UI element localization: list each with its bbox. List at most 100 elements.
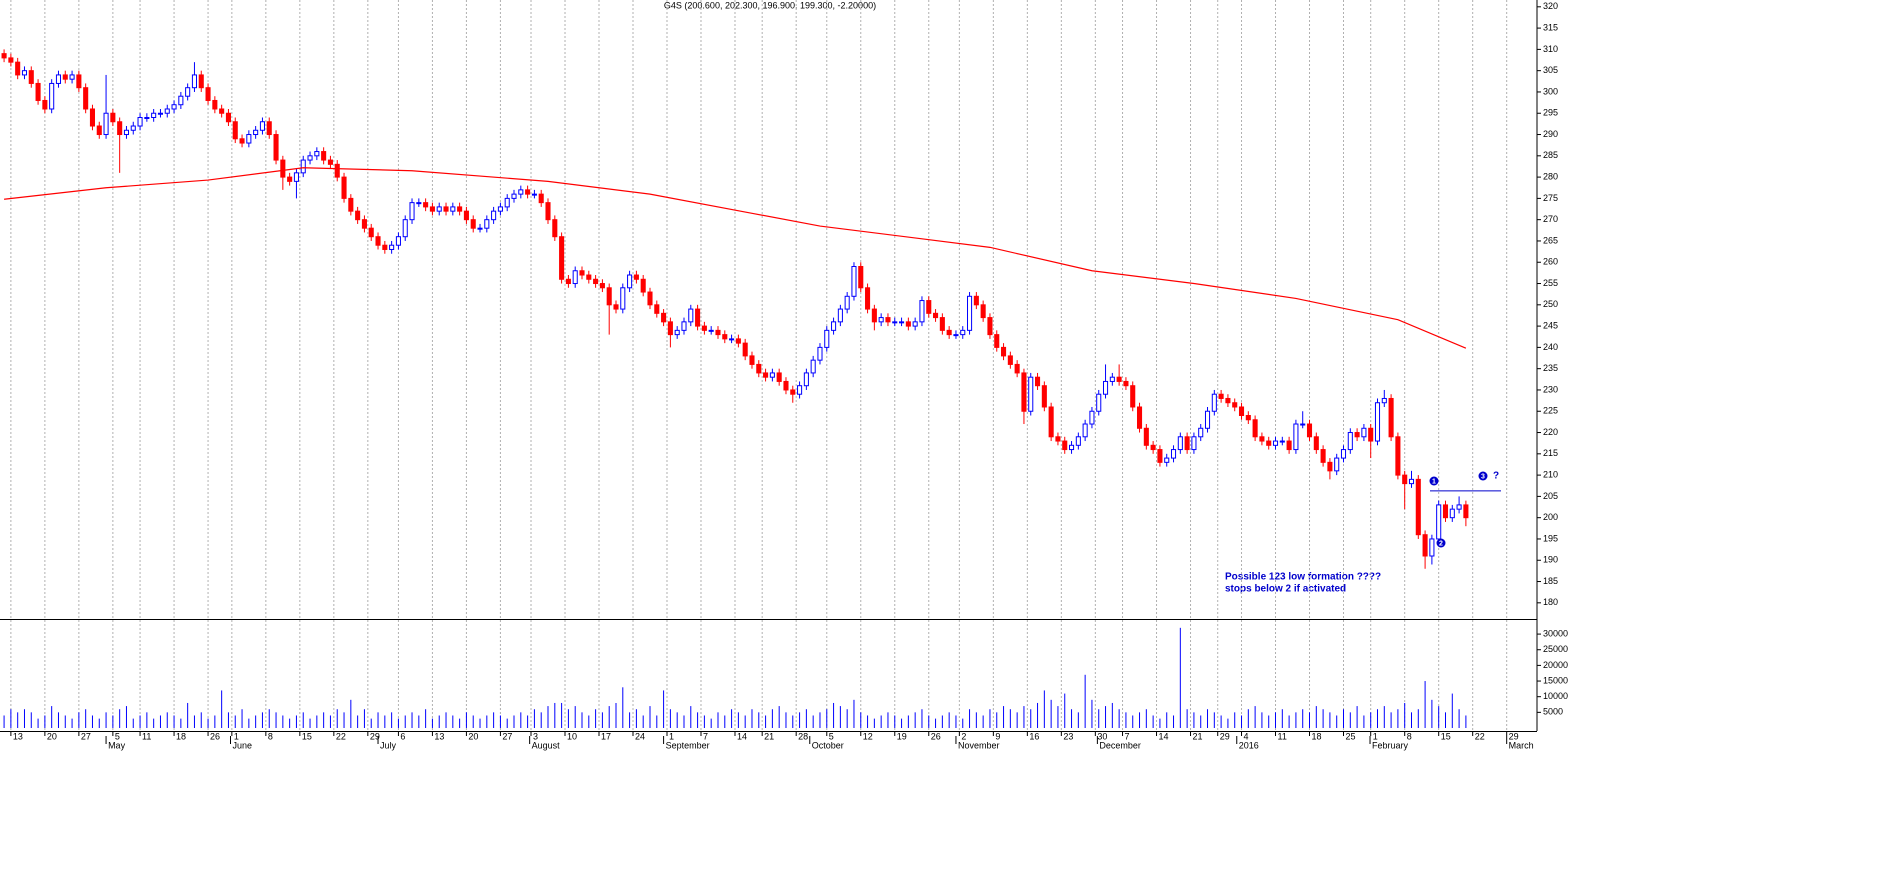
candle-body bbox=[858, 266, 864, 289]
candle-body bbox=[1225, 397, 1231, 404]
candle-body bbox=[287, 176, 293, 182]
candle-body bbox=[423, 202, 429, 208]
x-tick-label: 29 bbox=[1509, 731, 1519, 741]
candle-body bbox=[185, 87, 191, 97]
candle-body bbox=[960, 329, 966, 336]
candle-body bbox=[742, 342, 748, 357]
candle-body bbox=[321, 151, 327, 161]
x-tick-label: 24 bbox=[635, 731, 645, 741]
x-tick-label: 14 bbox=[1159, 731, 1169, 741]
candle-body bbox=[1429, 538, 1435, 557]
candle-body bbox=[667, 321, 673, 336]
candle-body bbox=[1272, 440, 1279, 446]
x-tick-label: 22 bbox=[1475, 731, 1485, 741]
candle-body bbox=[701, 325, 707, 331]
candle-body bbox=[953, 334, 959, 337]
candle-body bbox=[613, 304, 619, 310]
candle-body bbox=[341, 176, 347, 199]
candle-body bbox=[1374, 402, 1381, 442]
x-tick-label: 18 bbox=[176, 731, 186, 741]
candle-body bbox=[912, 321, 918, 327]
y-tick-label: 310 bbox=[1543, 44, 1558, 54]
candle-body bbox=[55, 74, 62, 84]
y-tick-label: 210 bbox=[1543, 469, 1558, 479]
candle-body bbox=[1204, 410, 1211, 429]
y-tick-label: 205 bbox=[1543, 491, 1558, 501]
x-tick-label: 18 bbox=[1312, 731, 1322, 741]
candle-body bbox=[89, 108, 96, 127]
y2-tick-label: 20000 bbox=[1543, 660, 1568, 670]
candle-body bbox=[620, 287, 626, 310]
candle-body bbox=[1116, 376, 1122, 382]
candle-body bbox=[844, 295, 850, 310]
candle-body bbox=[1286, 440, 1292, 451]
candle-body bbox=[110, 112, 116, 123]
candle-body bbox=[1170, 449, 1177, 459]
candle-body bbox=[1191, 436, 1197, 451]
candle-body bbox=[1293, 423, 1299, 451]
candle-body bbox=[130, 125, 136, 131]
x-tick-label: 8 bbox=[1407, 731, 1412, 741]
candle-body bbox=[1238, 406, 1245, 417]
candle-body bbox=[1354, 432, 1360, 438]
candle-body bbox=[899, 321, 905, 324]
candle-body bbox=[511, 193, 517, 199]
question-mark: ? bbox=[1493, 471, 1499, 482]
y2-tick-label: 25000 bbox=[1543, 644, 1568, 654]
candle-body bbox=[1062, 440, 1068, 451]
candle-body bbox=[627, 274, 633, 289]
candle-body bbox=[878, 317, 884, 323]
candle-body bbox=[35, 82, 41, 101]
candle-body bbox=[232, 121, 238, 140]
candle-body bbox=[1300, 423, 1306, 426]
x-tick-label: 13 bbox=[434, 731, 444, 741]
candle-body bbox=[69, 74, 75, 80]
x-tick-label: 27 bbox=[81, 731, 91, 741]
point-label: 3 bbox=[1481, 473, 1485, 480]
candle-body bbox=[1245, 415, 1251, 421]
candle-body bbox=[198, 74, 204, 89]
candle-body bbox=[1136, 406, 1143, 429]
candle-body bbox=[640, 278, 646, 293]
candle-body bbox=[1449, 508, 1455, 519]
candle-body bbox=[103, 112, 109, 136]
candle-body bbox=[1381, 397, 1387, 404]
x-tick-label: 1 bbox=[1373, 731, 1378, 741]
x-tick-label: 1 bbox=[669, 731, 674, 741]
candle-body bbox=[817, 346, 823, 361]
candle-body bbox=[1347, 432, 1353, 451]
y-tick-label: 265 bbox=[1543, 235, 1558, 245]
x-tick-label: 8 bbox=[268, 731, 273, 741]
y-tick-label: 305 bbox=[1543, 65, 1558, 75]
x-tick-label: 22 bbox=[336, 731, 346, 741]
candle-body bbox=[756, 363, 762, 374]
candle-body bbox=[1456, 504, 1462, 510]
candle-body bbox=[837, 308, 843, 323]
candle-body bbox=[654, 304, 660, 314]
candle-body bbox=[8, 57, 14, 63]
candle-body bbox=[491, 210, 497, 221]
candle-body bbox=[355, 210, 361, 221]
x-tick-label: 29 bbox=[370, 731, 380, 741]
candle-body bbox=[1463, 504, 1469, 519]
candle-body bbox=[334, 163, 340, 178]
candle-body bbox=[1150, 444, 1156, 451]
x-tick-label: 16 bbox=[1029, 731, 1039, 741]
candle-body bbox=[219, 108, 225, 114]
y-tick-label: 225 bbox=[1543, 406, 1558, 416]
month-label: May bbox=[108, 740, 126, 750]
candle-body bbox=[518, 189, 524, 195]
y-tick-label: 250 bbox=[1543, 299, 1558, 309]
candle-body bbox=[402, 219, 408, 238]
candle-body bbox=[1252, 419, 1258, 438]
candle-body bbox=[1436, 504, 1442, 540]
candle-body bbox=[1069, 444, 1075, 451]
candle-body bbox=[436, 206, 442, 212]
candle-body bbox=[715, 329, 721, 336]
candle-body bbox=[926, 300, 932, 314]
x-tick-label: 26 bbox=[931, 731, 941, 741]
candle-body bbox=[695, 308, 701, 327]
x-tick-label: 15 bbox=[302, 731, 312, 741]
candle-body bbox=[531, 193, 537, 196]
x-tick-label: 23 bbox=[1063, 731, 1073, 741]
